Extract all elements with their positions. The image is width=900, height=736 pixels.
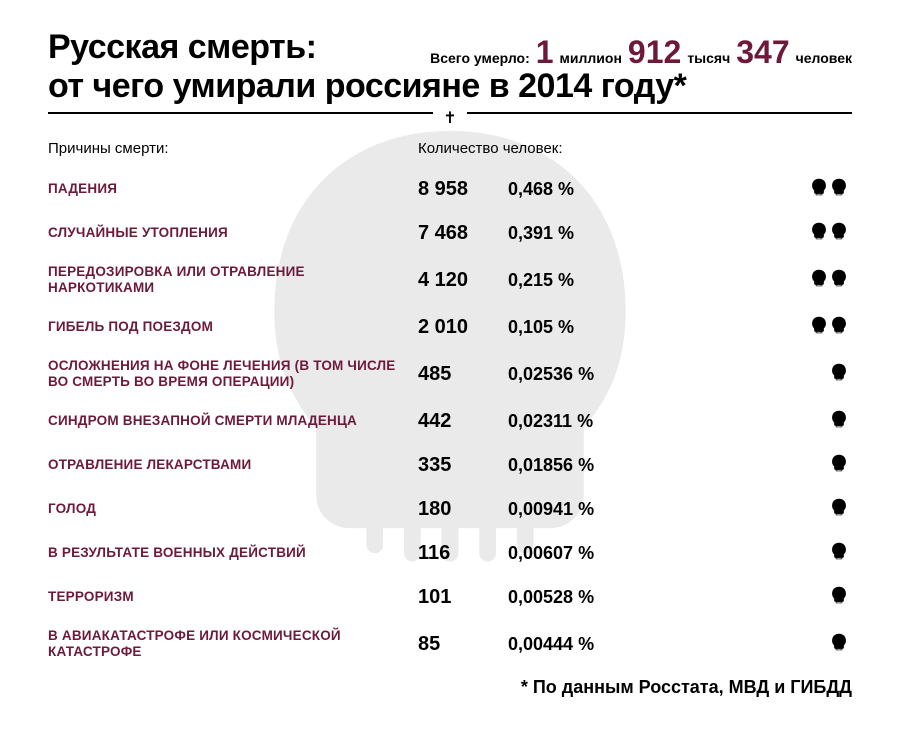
cause-cell: В АВИАКАТАСТРОФЕ ИЛИ КОСМИЧЕСКОЙ КАТАСТР… [48, 619, 418, 669]
percent-cell: 0,00941 % [508, 487, 678, 531]
skull-icon [830, 363, 848, 386]
percent-cell: 0,00444 % [508, 619, 678, 669]
table-row: СИНДРОМ ВНЕЗАПНОЙ СМЕРТИ МЛАДЕНЦА4420,02… [48, 399, 852, 443]
skull-cell [678, 487, 852, 531]
table-row: ПЕРЕДОЗИРОВКА ИЛИ ОТРАВЛЕНИЕ НАРКОТИКАМИ… [48, 255, 852, 305]
skull-icon [830, 542, 848, 565]
skull-icon [830, 498, 848, 521]
footnote: * По данным Росстата, МВД и ГИБДД [48, 677, 852, 698]
title-line-2: от чего умирали россияне в 2014 году* [48, 67, 852, 106]
skull-icon [830, 586, 848, 609]
total-thousands-word: тысяч [687, 50, 730, 66]
skull-icon [830, 269, 848, 292]
table-row: ОТРАВЛЕНИЕ ЛЕКАРСТВАМИ3350,01856 % [48, 443, 852, 487]
table-row: ГИБЕЛЬ ПОД ПОЕЗДОМ2 0100,105 % [48, 305, 852, 349]
total-prefix: Всего умерло: [430, 50, 530, 66]
table-row: СЛУЧАЙНЫЕ УТОПЛЕНИЯ7 4680,391 % [48, 211, 852, 255]
cause-cell: ОСЛОЖНЕНИЯ НА ФОНЕ ЛЕЧЕНИЯ (В ТОМ ЧИСЛЕ … [48, 349, 418, 399]
column-headers: Причины смерти: Количество человек: [48, 140, 852, 157]
count-cell: 180 [418, 487, 508, 531]
skull-icon [810, 269, 828, 292]
skull-cell [678, 255, 852, 305]
skull-icon [810, 222, 828, 245]
percent-cell: 0,468 % [508, 167, 678, 211]
count-cell: 85 [418, 619, 508, 669]
skull-icon [830, 222, 848, 245]
table-row: ТЕРРОРИЗМ1010,00528 % [48, 575, 852, 619]
cause-cell: В РЕЗУЛЬТАТЕ ВОЕННЫХ ДЕЙСТВИЙ [48, 531, 418, 575]
count-cell: 4 120 [418, 255, 508, 305]
cross-icon: ✝ [433, 111, 467, 125]
skull-cell [678, 443, 852, 487]
table-row: ГОЛОД1800,00941 % [48, 487, 852, 531]
cause-cell: ГИБЕЛЬ ПОД ПОЕЗДОМ [48, 305, 418, 349]
table-row: В РЕЗУЛЬТАТЕ ВОЕННЫХ ДЕЙСТВИЙ1160,00607 … [48, 531, 852, 575]
table-row: ПАДЕНИЯ8 9580,468 % [48, 167, 852, 211]
total-deaths: Всего умерло: 1 миллион 912 тысяч 347 че… [430, 36, 852, 68]
total-units: 347 [734, 36, 791, 68]
skull-icon [830, 633, 848, 656]
col-header-cause: Причины смерти: [48, 140, 418, 157]
count-cell: 485 [418, 349, 508, 399]
percent-cell: 0,02311 % [508, 399, 678, 443]
percent-cell: 0,01856 % [508, 443, 678, 487]
cause-cell: СЛУЧАЙНЫЕ УТОПЛЕНИЯ [48, 211, 418, 255]
skull-icon [830, 178, 848, 201]
cause-cell: ПАДЕНИЯ [48, 167, 418, 211]
skull-cell [678, 305, 852, 349]
count-cell: 2 010 [418, 305, 508, 349]
cause-cell: ОТРАВЛЕНИЕ ЛЕКАРСТВАМИ [48, 443, 418, 487]
percent-cell: 0,215 % [508, 255, 678, 305]
skull-cell [678, 349, 852, 399]
total-thousands: 912 [626, 36, 683, 68]
skull-icon [810, 178, 828, 201]
total-units-word: человек [796, 50, 852, 66]
count-cell: 442 [418, 399, 508, 443]
col-header-count: Количество человек: [418, 140, 852, 157]
percent-cell: 0,02536 % [508, 349, 678, 399]
cause-cell: СИНДРОМ ВНЕЗАПНОЙ СМЕРТИ МЛАДЕНЦА [48, 399, 418, 443]
skull-cell [678, 575, 852, 619]
skull-cell [678, 531, 852, 575]
skull-cell [678, 619, 852, 669]
table-row: ОСЛОЖНЕНИЯ НА ФОНЕ ЛЕЧЕНИЯ (В ТОМ ЧИСЛЕ … [48, 349, 852, 399]
percent-cell: 0,00607 % [508, 531, 678, 575]
count-cell: 8 958 [418, 167, 508, 211]
skull-cell [678, 211, 852, 255]
percent-cell: 0,391 % [508, 211, 678, 255]
cause-cell: ПЕРЕДОЗИРОВКА ИЛИ ОТРАВЛЕНИЕ НАРКОТИКАМИ [48, 255, 418, 305]
count-cell: 7 468 [418, 211, 508, 255]
total-millions: 1 [534, 36, 556, 68]
percent-cell: 0,105 % [508, 305, 678, 349]
divider: ✝ [48, 112, 852, 126]
skull-icon [810, 316, 828, 339]
table-row: В АВИАКАТАСТРОФЕ ИЛИ КОСМИЧЕСКОЙ КАТАСТР… [48, 619, 852, 669]
count-cell: 335 [418, 443, 508, 487]
cause-cell: ГОЛОД [48, 487, 418, 531]
total-millions-word: миллион [560, 50, 622, 66]
skull-icon [830, 316, 848, 339]
percent-cell: 0,00528 % [508, 575, 678, 619]
skull-icon [830, 454, 848, 477]
header: Русская смерть: Всего умерло: 1 миллион … [48, 28, 852, 106]
skull-cell [678, 399, 852, 443]
cause-cell: ТЕРРОРИЗМ [48, 575, 418, 619]
skull-icon [830, 410, 848, 433]
count-cell: 101 [418, 575, 508, 619]
count-cell: 116 [418, 531, 508, 575]
deaths-table: ПАДЕНИЯ8 9580,468 %СЛУЧАЙНЫЕ УТОПЛЕНИЯ7 … [48, 167, 852, 669]
skull-cell [678, 167, 852, 211]
